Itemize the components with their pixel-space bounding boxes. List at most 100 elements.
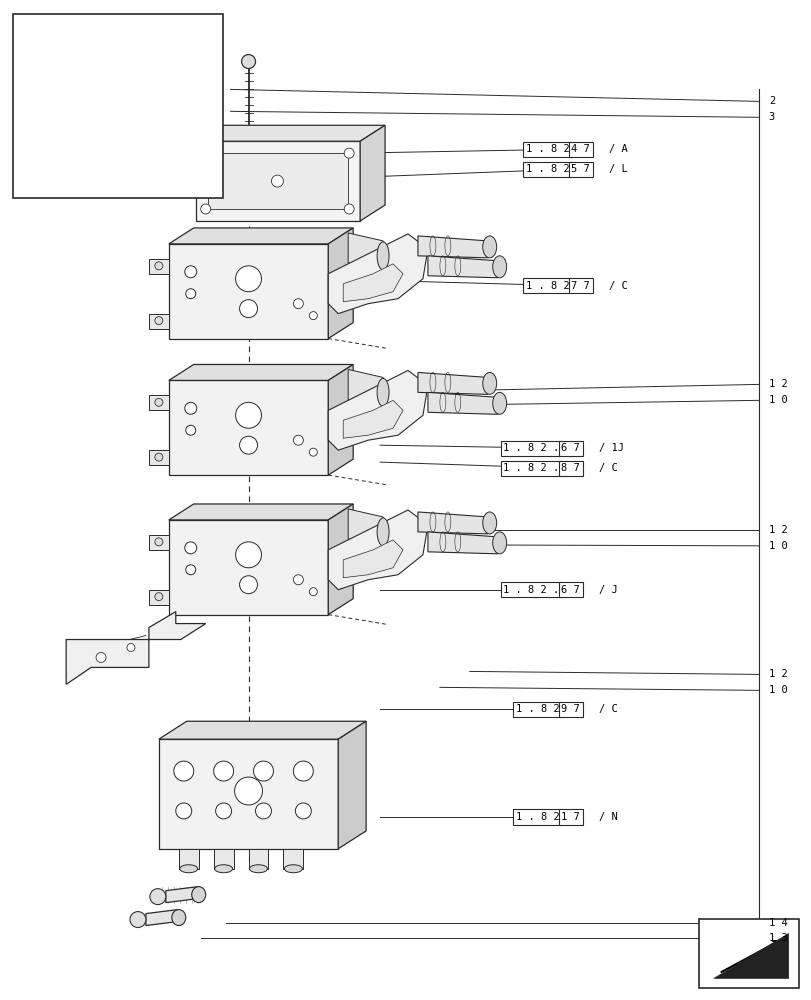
Polygon shape — [283, 849, 303, 869]
Polygon shape — [427, 256, 497, 278]
Ellipse shape — [376, 378, 388, 406]
Text: 1 . 8 2: 1 . 8 2 — [515, 704, 559, 714]
Ellipse shape — [214, 865, 232, 873]
Circle shape — [235, 266, 261, 292]
Circle shape — [185, 266, 196, 278]
Circle shape — [239, 576, 257, 594]
Ellipse shape — [191, 887, 205, 903]
Circle shape — [134, 84, 148, 98]
Polygon shape — [713, 934, 787, 978]
Polygon shape — [159, 721, 366, 739]
Polygon shape — [169, 520, 328, 615]
Polygon shape — [328, 504, 353, 615]
Circle shape — [155, 538, 163, 546]
Text: / 1J: / 1J — [599, 443, 624, 453]
Circle shape — [241, 55, 255, 68]
Circle shape — [344, 204, 354, 214]
Ellipse shape — [492, 392, 506, 414]
Circle shape — [234, 777, 262, 805]
Circle shape — [155, 398, 163, 406]
Polygon shape — [148, 590, 169, 605]
Polygon shape — [148, 314, 169, 329]
Polygon shape — [169, 228, 353, 244]
Text: 1 2: 1 2 — [768, 379, 787, 389]
Ellipse shape — [179, 865, 197, 873]
Circle shape — [293, 299, 303, 309]
Polygon shape — [248, 849, 268, 869]
Text: / N: / N — [599, 812, 617, 822]
Circle shape — [295, 803, 311, 819]
Polygon shape — [148, 535, 169, 550]
Circle shape — [155, 593, 163, 601]
Text: 9 7: 9 7 — [560, 704, 580, 714]
Circle shape — [155, 317, 163, 325]
Circle shape — [293, 575, 303, 585]
Text: / C: / C — [608, 281, 627, 291]
Text: 1 0: 1 0 — [768, 395, 787, 405]
Circle shape — [239, 436, 257, 454]
Text: 1 . 8 2: 1 . 8 2 — [525, 164, 569, 174]
Polygon shape — [178, 849, 199, 869]
Polygon shape — [427, 392, 497, 414]
Polygon shape — [348, 233, 383, 271]
Circle shape — [216, 803, 231, 819]
Circle shape — [185, 542, 196, 554]
Text: 1 4: 1 4 — [768, 918, 787, 928]
Circle shape — [213, 761, 234, 781]
Circle shape — [200, 148, 210, 158]
Circle shape — [293, 435, 303, 445]
Polygon shape — [328, 510, 427, 590]
Ellipse shape — [249, 865, 267, 873]
Text: 5 7: 5 7 — [571, 164, 590, 174]
Polygon shape — [81, 42, 146, 59]
Ellipse shape — [376, 518, 388, 546]
Polygon shape — [348, 369, 383, 407]
Polygon shape — [418, 512, 487, 534]
Polygon shape — [169, 380, 328, 475]
Circle shape — [150, 889, 165, 905]
Text: 1 0: 1 0 — [768, 685, 787, 695]
Text: 1 . 8 2 .: 1 . 8 2 . — [503, 463, 559, 473]
Text: / C: / C — [599, 463, 617, 473]
Bar — [13, 14, 222, 198]
Ellipse shape — [483, 372, 496, 394]
Circle shape — [309, 448, 317, 456]
Polygon shape — [195, 125, 384, 141]
Text: / C: / C — [599, 704, 617, 714]
Text: / L: / L — [608, 164, 627, 174]
Polygon shape — [338, 721, 366, 849]
Circle shape — [186, 289, 195, 299]
Text: / A: / A — [608, 144, 627, 154]
Ellipse shape — [483, 236, 496, 258]
Polygon shape — [131, 42, 161, 131]
Circle shape — [175, 803, 191, 819]
Text: 3: 3 — [768, 112, 774, 122]
Circle shape — [309, 312, 317, 320]
Circle shape — [127, 644, 135, 651]
Text: 1 7: 1 7 — [560, 812, 580, 822]
Polygon shape — [328, 228, 353, 339]
Polygon shape — [169, 244, 328, 339]
Circle shape — [235, 402, 261, 428]
Text: 8 7: 8 7 — [560, 463, 580, 473]
Polygon shape — [208, 153, 348, 209]
Circle shape — [186, 565, 195, 575]
Ellipse shape — [284, 865, 302, 873]
Polygon shape — [32, 42, 161, 62]
Circle shape — [39, 89, 54, 103]
Polygon shape — [169, 504, 353, 520]
Text: 1 0: 1 0 — [768, 541, 787, 551]
Text: 6 7: 6 7 — [560, 443, 580, 453]
Polygon shape — [195, 141, 360, 221]
Polygon shape — [418, 236, 487, 258]
Text: 1 . 8 2: 1 . 8 2 — [525, 281, 569, 291]
Circle shape — [130, 912, 146, 928]
Polygon shape — [148, 259, 169, 274]
Circle shape — [344, 148, 354, 158]
Polygon shape — [159, 739, 338, 849]
Ellipse shape — [492, 532, 506, 554]
Polygon shape — [32, 62, 131, 131]
Polygon shape — [148, 395, 169, 410]
Circle shape — [309, 588, 317, 596]
Circle shape — [102, 102, 120, 120]
